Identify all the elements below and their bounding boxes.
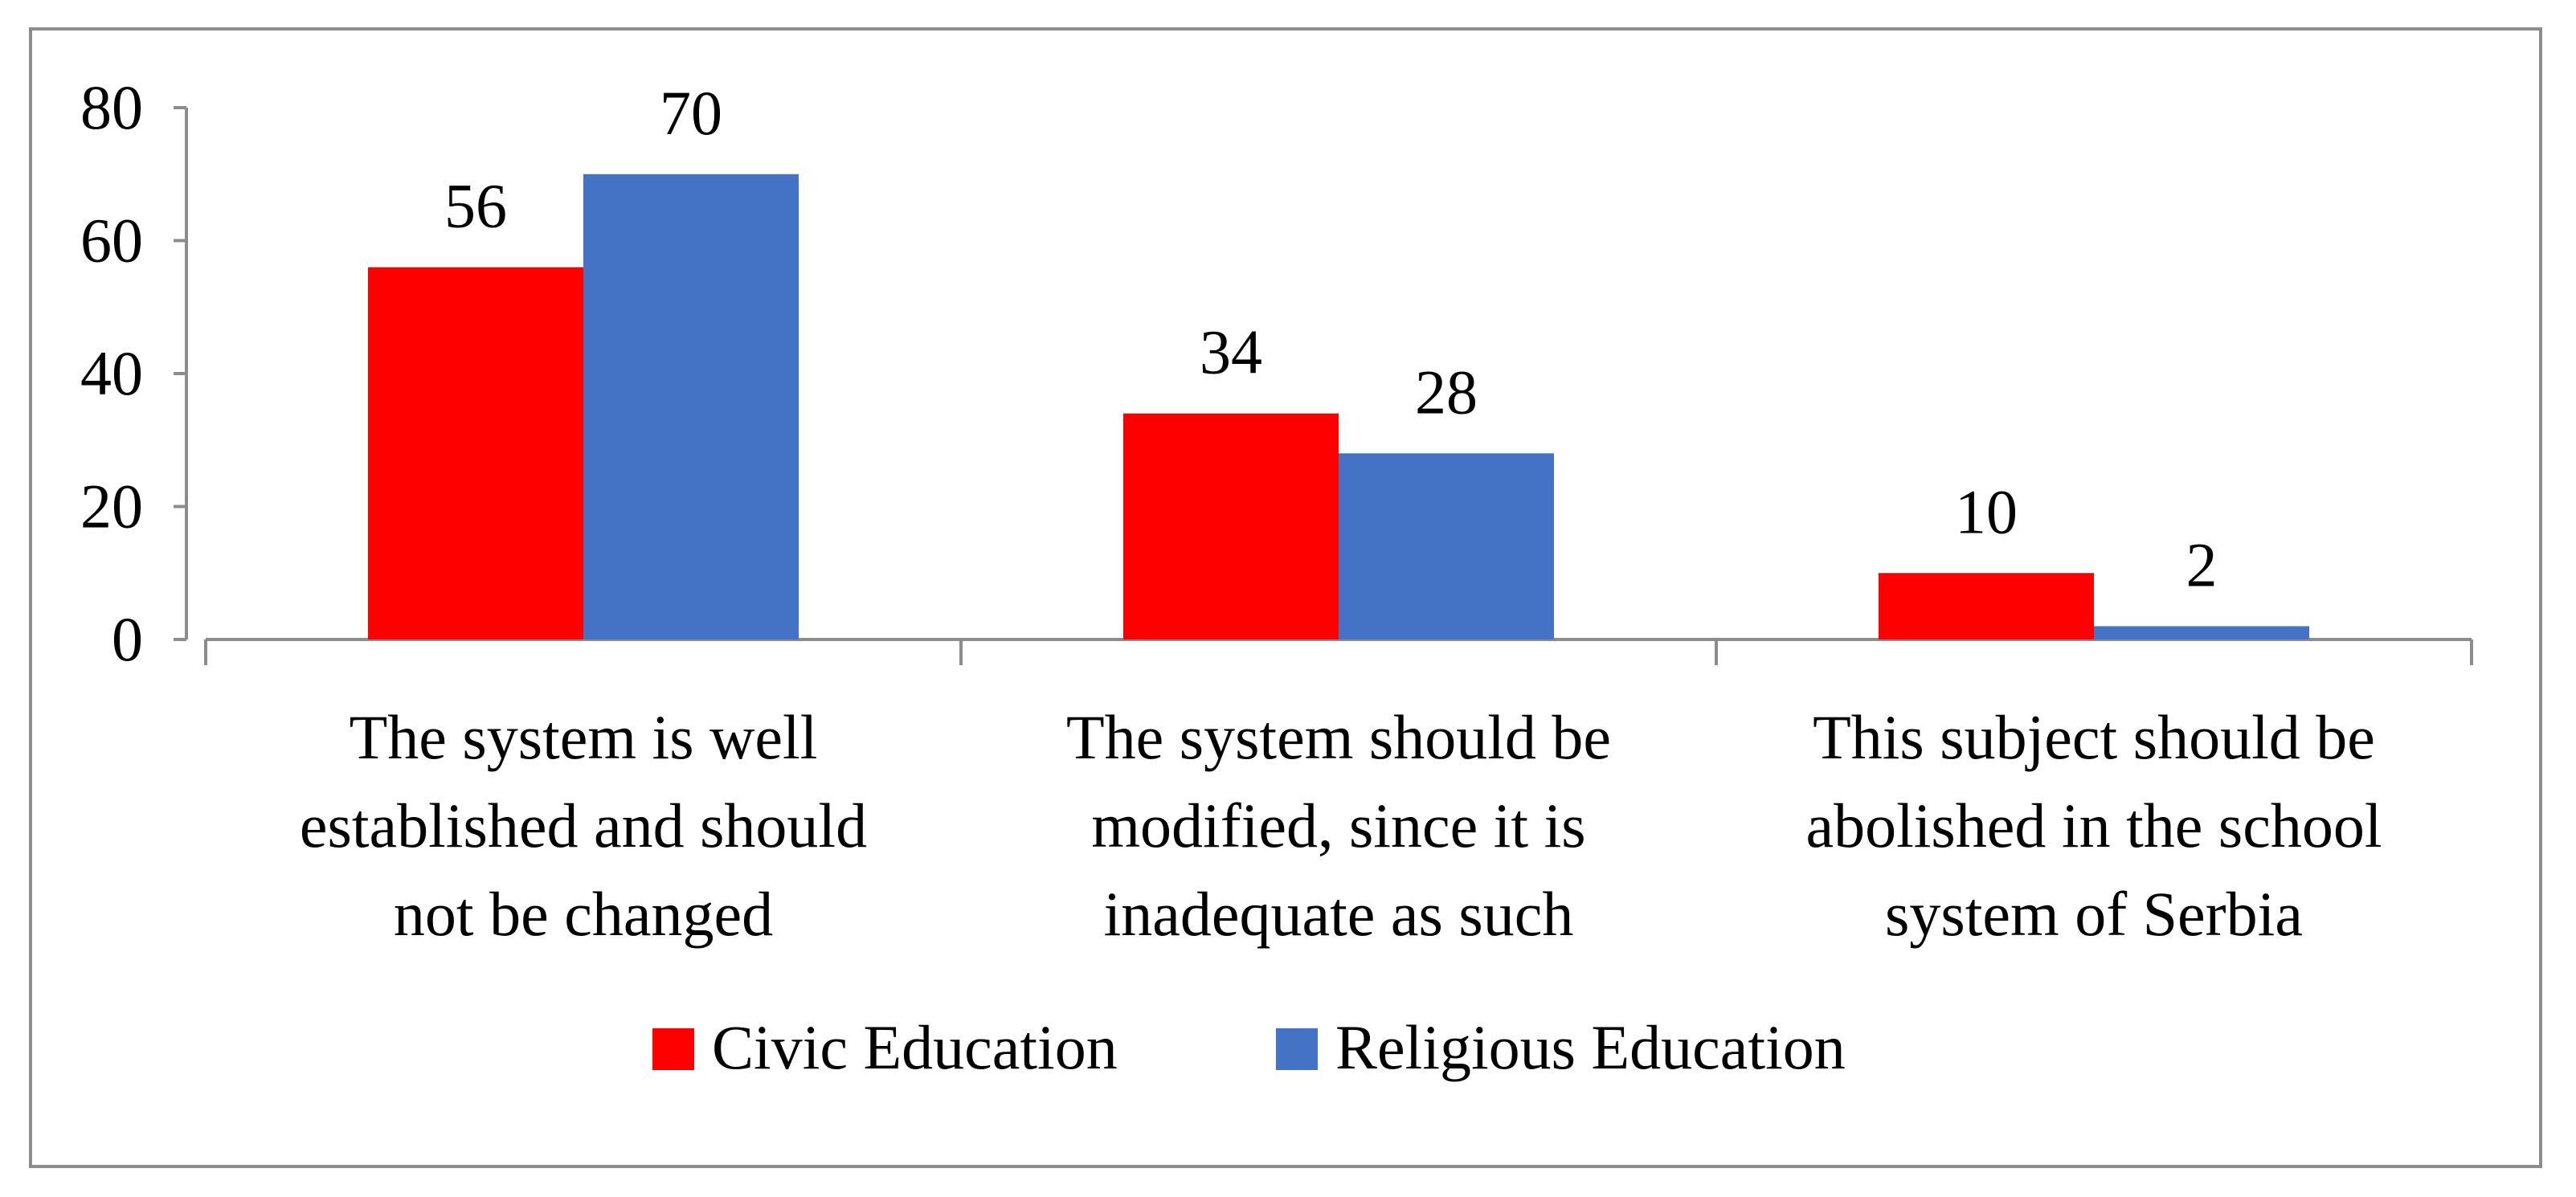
bar-religious <box>583 174 799 639</box>
category-label: This subject should be <box>1813 702 2375 772</box>
legend-label: Religious Education <box>1335 1012 1846 1082</box>
legend-label: Civic Education <box>712 1012 1118 1082</box>
data-label: 28 <box>1415 357 1478 427</box>
y-tick-label: 0 <box>112 604 143 674</box>
bar-religious <box>1339 453 1554 639</box>
category-label: system of Serbia <box>1885 879 2303 949</box>
y-tick-label: 40 <box>80 338 143 408</box>
y-tick-label: 20 <box>80 472 143 541</box>
category-label: inadequate as such <box>1104 879 1574 949</box>
data-label: 56 <box>444 171 507 241</box>
bar-civic <box>368 267 583 639</box>
y-tick-label: 60 <box>80 206 143 276</box>
bar-civic <box>1879 573 2094 639</box>
data-label: 70 <box>660 78 722 148</box>
category-label: modified, since it is <box>1091 791 1585 860</box>
category-label: The system is well <box>350 702 818 772</box>
data-label: 34 <box>1200 317 1262 387</box>
bar-civic <box>1123 413 1339 639</box>
data-label: 10 <box>1955 476 2018 546</box>
category-label: The system should be <box>1066 702 1611 772</box>
category-label: abolished in the school <box>1805 791 2382 860</box>
legend-swatch-civic <box>652 1028 694 1070</box>
data-label: 2 <box>2186 529 2218 599</box>
bar-religious <box>2094 626 2309 639</box>
category-label: not be changed <box>394 879 773 949</box>
category-label: established and should <box>300 791 867 860</box>
legend-swatch-religious <box>1276 1028 1318 1070</box>
y-tick-label: 80 <box>80 72 143 142</box>
